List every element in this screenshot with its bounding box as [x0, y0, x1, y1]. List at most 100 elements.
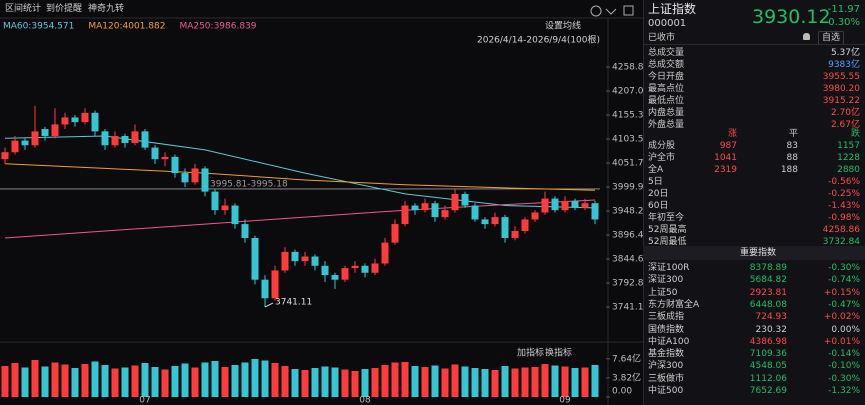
candle-body — [231, 205, 239, 225]
watch-button[interactable]: 自选 — [818, 31, 845, 45]
volume-bar — [31, 360, 39, 397]
alert-icon[interactable] — [803, 33, 810, 40]
candle-body — [481, 219, 489, 225]
stat-label: 总成交额 — [648, 60, 685, 70]
volume-bar — [131, 365, 139, 397]
candle-body — [121, 136, 129, 143]
candle-body — [271, 270, 279, 299]
change-pct: -0.30% — [824, 17, 860, 28]
y-tick-label: 4258.86 — [612, 62, 643, 72]
stat-label: 外盘总量 — [648, 120, 685, 130]
last-price: 3930.12 — [752, 6, 831, 28]
candle-body — [381, 242, 389, 264]
index-row-name[interactable]: 中证A100 — [648, 336, 690, 347]
index-row-change: -0.30% — [828, 263, 860, 273]
candle-body — [561, 200, 569, 211]
breadth-header: 平 — [788, 129, 798, 139]
index-row-price: 7652.69 — [749, 386, 787, 396]
ma-line — [4, 199, 596, 239]
index-row-name[interactable]: 上证50 — [648, 287, 678, 298]
index-row-name[interactable]: 东方财富全A — [648, 299, 700, 310]
index-row-change: -0.14% — [828, 349, 860, 360]
panel-divider — [643, 44, 865, 45]
volume-bar — [141, 363, 149, 397]
settings-icon[interactable] — [590, 5, 602, 17]
volume-bar — [561, 366, 569, 397]
volume-bar — [581, 367, 589, 397]
breadth-value: 83 — [786, 141, 798, 151]
breadth-value: 2319 — [714, 165, 737, 175]
toolbar-button[interactable]: 到价提醒 — [46, 4, 83, 14]
month-label: 07 — [139, 396, 150, 405]
index-row-name[interactable]: 中证500 — [648, 386, 684, 396]
volume-bar — [541, 364, 549, 397]
collapse-icon[interactable] — [605, 8, 617, 15]
return-value: -0.25% — [828, 189, 860, 199]
index-row-name[interactable]: 三板做市 — [648, 373, 685, 384]
index-row-name[interactable]: 基金指数 — [648, 349, 685, 360]
candle-body — [151, 147, 159, 160]
index-row-name[interactable]: 沪深300 — [648, 361, 684, 372]
candle-body — [241, 224, 249, 238]
candle-body — [441, 210, 449, 218]
toolbar-button[interactable]: 区间统计 — [5, 4, 42, 14]
y-tick-label: 3792.88 — [612, 279, 643, 289]
candle-body — [401, 205, 409, 225]
candle-body — [191, 168, 199, 183]
volume-bar — [111, 368, 119, 397]
volume-bar — [501, 366, 509, 397]
candle-body — [161, 156, 169, 160]
low-leader — [264, 302, 274, 308]
stat-value: 2.70亿 — [830, 108, 860, 118]
index-row-name[interactable]: 深证100R — [648, 263, 690, 273]
toolbar-button[interactable]: 神奇九转 — [88, 4, 125, 14]
index-row-name[interactable]: 深证300 — [648, 275, 684, 286]
indicator-button[interactable]: 换指标 — [545, 347, 572, 359]
volume-bar — [451, 364, 459, 397]
stat-value: 3980.20 — [822, 84, 860, 94]
candle-body — [11, 140, 19, 153]
ma-setting[interactable]: 设置均线 — [545, 20, 581, 32]
index-row-price: 2923.81 — [749, 287, 787, 298]
breadth-value: 1157 — [837, 141, 860, 151]
candle-body — [201, 168, 209, 192]
index-row-price: 4386.98 — [749, 336, 787, 347]
candle-body — [331, 275, 339, 280]
stat-value: 3955.55 — [822, 72, 860, 82]
index-row-change: +0.15% — [823, 287, 860, 298]
candle-body — [471, 205, 479, 220]
index-row-price: 724.93 — [755, 312, 788, 323]
volume-bar — [441, 368, 449, 397]
volume-bar — [81, 364, 89, 397]
candle-body — [61, 117, 69, 125]
indices-title: 重要指数 — [740, 248, 777, 258]
volume-bar — [281, 366, 289, 397]
candle-body — [281, 251, 289, 271]
expand-icon[interactable] — [623, 5, 634, 16]
volume-bar — [61, 364, 69, 397]
volume-bar — [371, 368, 379, 397]
candle-body — [501, 217, 509, 238]
volume-bar — [341, 369, 349, 397]
y-tick-label: 4155.31 — [612, 110, 643, 120]
breadth-value: 1228 — [837, 153, 860, 163]
index-row-price: 230.32 — [755, 324, 788, 335]
breadth-value: 987 — [719, 141, 737, 151]
index-row-name[interactable]: 三板成指 — [648, 312, 685, 323]
stat-value: 9383亿 — [828, 60, 860, 70]
index-row-price: 1112.06 — [749, 373, 787, 384]
indicator-button[interactable]: 加指标 — [517, 347, 544, 359]
index-row-change: 0.00% — [831, 324, 860, 335]
volume-bar — [101, 365, 109, 397]
month-label: 09 — [559, 396, 571, 405]
index-row-change: -0.30% — [828, 373, 860, 384]
stat-label: 总成交量 — [648, 48, 685, 58]
candle-body — [131, 131, 139, 143]
index-row-name[interactable]: 国债指数 — [648, 324, 685, 335]
candle-body — [51, 124, 59, 137]
candle-body — [321, 265, 329, 276]
candle-body — [451, 193, 459, 211]
candle-body — [571, 200, 579, 208]
candle-body — [541, 198, 549, 213]
candle-body — [251, 237, 259, 280]
